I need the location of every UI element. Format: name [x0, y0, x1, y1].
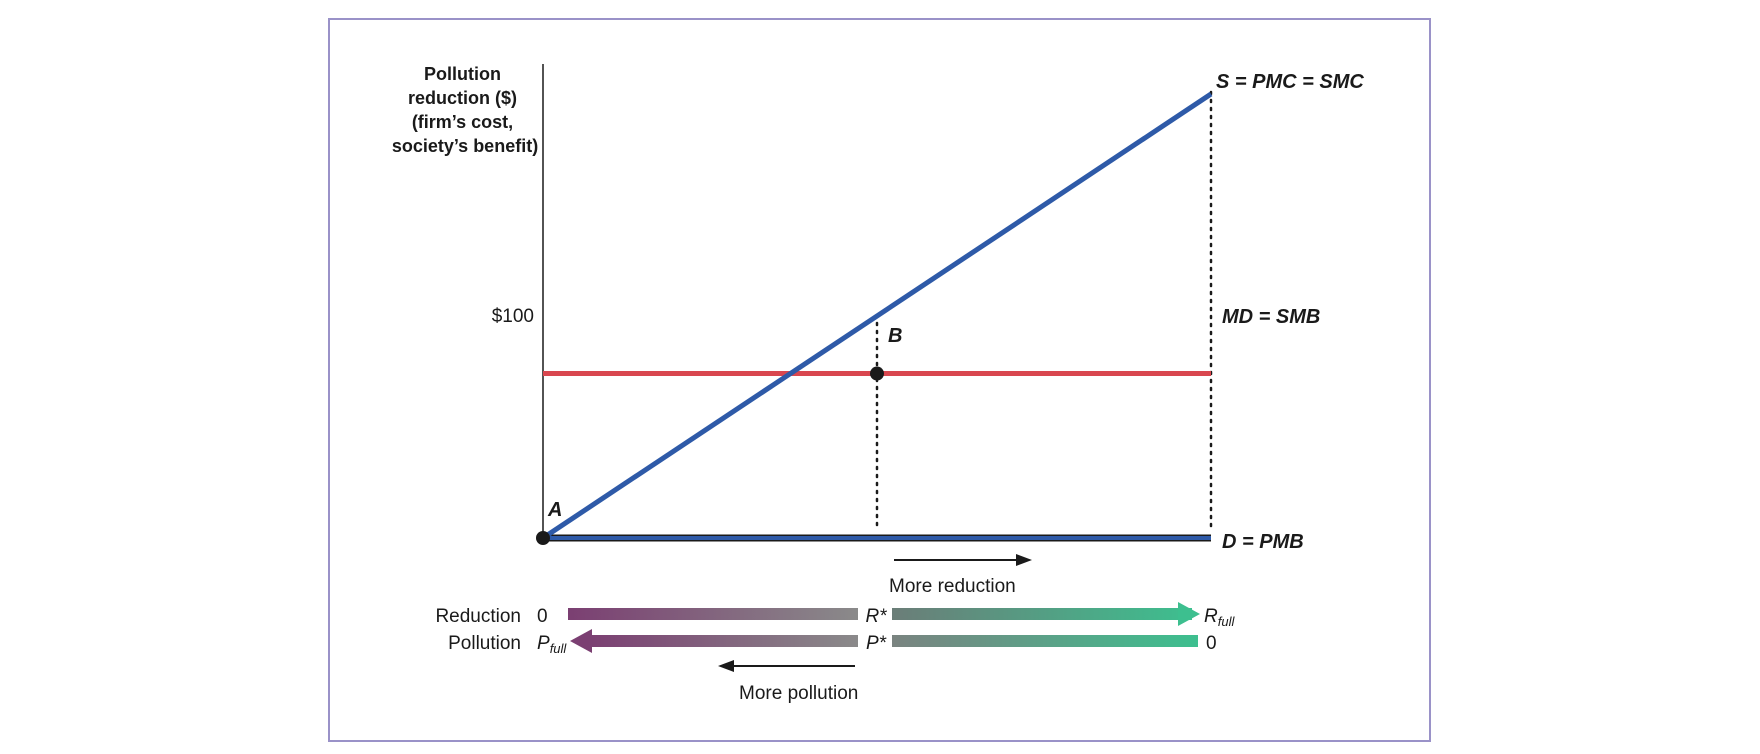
point-b-label: B — [888, 325, 902, 347]
d-pmb-label: D = PMB — [1222, 531, 1304, 553]
reduction-bar-arrowhead — [1178, 602, 1200, 626]
pollution-row-label: Pollution — [448, 633, 521, 654]
md-smb-label: MD = SMB — [1222, 306, 1320, 328]
reduction-bar-right — [892, 608, 1192, 620]
pollution-bar-arrowhead — [570, 629, 592, 653]
more-reduction-arrowhead — [1016, 554, 1032, 566]
reduction-r-star: R* — [865, 606, 887, 627]
more-reduction-label: More reduction — [889, 576, 1016, 597]
y-axis-label-line-1: Pollution — [424, 64, 501, 84]
reduction-start-value: 0 — [537, 606, 548, 627]
pollution-end-value: 0 — [1206, 633, 1217, 654]
more-pollution-label: More pollution — [739, 683, 858, 704]
pollution-bar-left — [588, 635, 858, 647]
y-axis-label-line-3: (firm’s cost, — [412, 112, 513, 132]
reduction-bar-left — [568, 608, 858, 620]
s-pmc-smc-line — [541, 91, 1213, 541]
y-axis-label-line-4: society’s benefit) — [392, 136, 538, 156]
point-a-label: A — [547, 499, 562, 521]
y-tick-label-100: $100 — [492, 306, 534, 327]
pollution-p-full: Pfull — [537, 633, 567, 656]
reduction-r-full: Rfull — [1204, 606, 1235, 629]
figure-frame — [328, 18, 1431, 742]
pollution-p-star: P* — [866, 633, 887, 654]
y-axis-label-line-2: reduction ($) — [408, 88, 517, 108]
pollution-bar-right — [892, 635, 1198, 647]
point-b — [870, 366, 884, 381]
more-pollution-arrowhead — [718, 660, 734, 672]
y-axis-label: Pollution reduction ($) (firm’s cost, so… — [392, 64, 538, 156]
reduction-row-label: Reduction — [435, 606, 521, 627]
point-a — [536, 531, 550, 545]
s-pmc-smc-label: S = PMC = SMC — [1216, 71, 1364, 93]
